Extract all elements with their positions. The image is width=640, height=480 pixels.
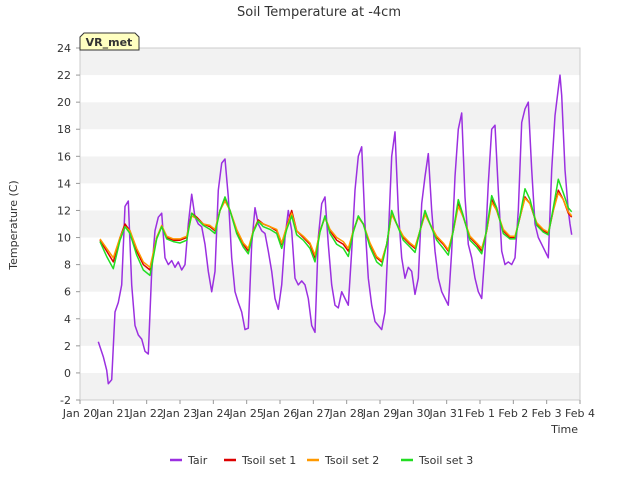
x-tick-label: Feb 1 xyxy=(465,407,495,420)
y-tick-label: 8 xyxy=(64,259,71,272)
legend-label-tsoil-set-1: Tsoil set 1 xyxy=(241,454,296,467)
y-tick-label: 0 xyxy=(64,367,71,380)
x-tick-label: Jan 27 xyxy=(295,407,330,420)
x-tick-label: Jan 20 xyxy=(62,407,97,420)
vr-met-annotation: VR_met xyxy=(79,32,140,51)
y-tick-label: 16 xyxy=(57,150,71,163)
y-tick-label: 4 xyxy=(64,313,71,326)
x-tick-label: Jan 21 xyxy=(95,407,130,420)
vr-met-label: VR_met xyxy=(86,36,133,49)
y-tick-label: -2 xyxy=(60,394,71,407)
x-tick-label: Jan 25 xyxy=(228,407,263,420)
x-tick-label: Jan 29 xyxy=(362,407,397,420)
x-tick-label: Feb 3 xyxy=(532,407,562,420)
x-tick-label: Jan 26 xyxy=(262,407,297,420)
background-band xyxy=(80,156,580,184)
plot-area xyxy=(79,47,581,401)
y-tick-label: 14 xyxy=(57,177,71,190)
series-layer xyxy=(97,74,573,385)
x-axis-label: Time xyxy=(550,423,578,436)
background-band xyxy=(80,291,580,319)
y-tick-label: 10 xyxy=(57,232,71,245)
background-band xyxy=(80,345,580,373)
series-line-tair xyxy=(97,74,573,385)
background-band xyxy=(80,48,580,76)
legend-label-tsoil-set-3: Tsoil set 3 xyxy=(418,454,473,467)
background-band xyxy=(80,372,580,400)
x-tick-label: Jan 30 xyxy=(395,407,430,420)
plot-background-bands xyxy=(80,48,580,400)
y-tick-label: 22 xyxy=(57,69,71,82)
background-band xyxy=(80,183,580,211)
background-band xyxy=(80,102,580,130)
x-tick-label: Feb 2 xyxy=(498,407,528,420)
legend-label-tair: Tair xyxy=(187,454,208,467)
legend-label-tsoil-set-2: Tsoil set 2 xyxy=(324,454,379,467)
y-tick-label: 18 xyxy=(57,123,71,136)
x-tick-label: Jan 28 xyxy=(328,407,363,420)
y-tick-label: 12 xyxy=(57,204,71,217)
series-line-tsoil-set-3 xyxy=(99,178,573,277)
chart-title: Soil Temperature at -4cm xyxy=(237,5,401,20)
background-band xyxy=(80,129,580,157)
x-tick-label: Jan 22 xyxy=(128,407,163,420)
y-tick-label: 6 xyxy=(64,286,71,299)
background-band xyxy=(80,318,580,346)
y-tick-label: 24 xyxy=(57,42,71,55)
y-tick-label: 20 xyxy=(57,96,71,109)
x-tick-label: Jan 31 xyxy=(428,407,463,420)
x-tick-label: Jan 24 xyxy=(195,407,230,420)
background-band xyxy=(80,75,580,103)
x-tick-label: Feb 4 xyxy=(565,407,595,420)
x-tick-label: Jan 23 xyxy=(162,407,197,420)
chart-legend: Tair Tsoil set 1 Tsoil set 2 Tsoil set 3 xyxy=(170,454,473,467)
y-axis-label: Temperature (C) xyxy=(7,180,20,270)
y-tick-label: 2 xyxy=(64,340,71,353)
